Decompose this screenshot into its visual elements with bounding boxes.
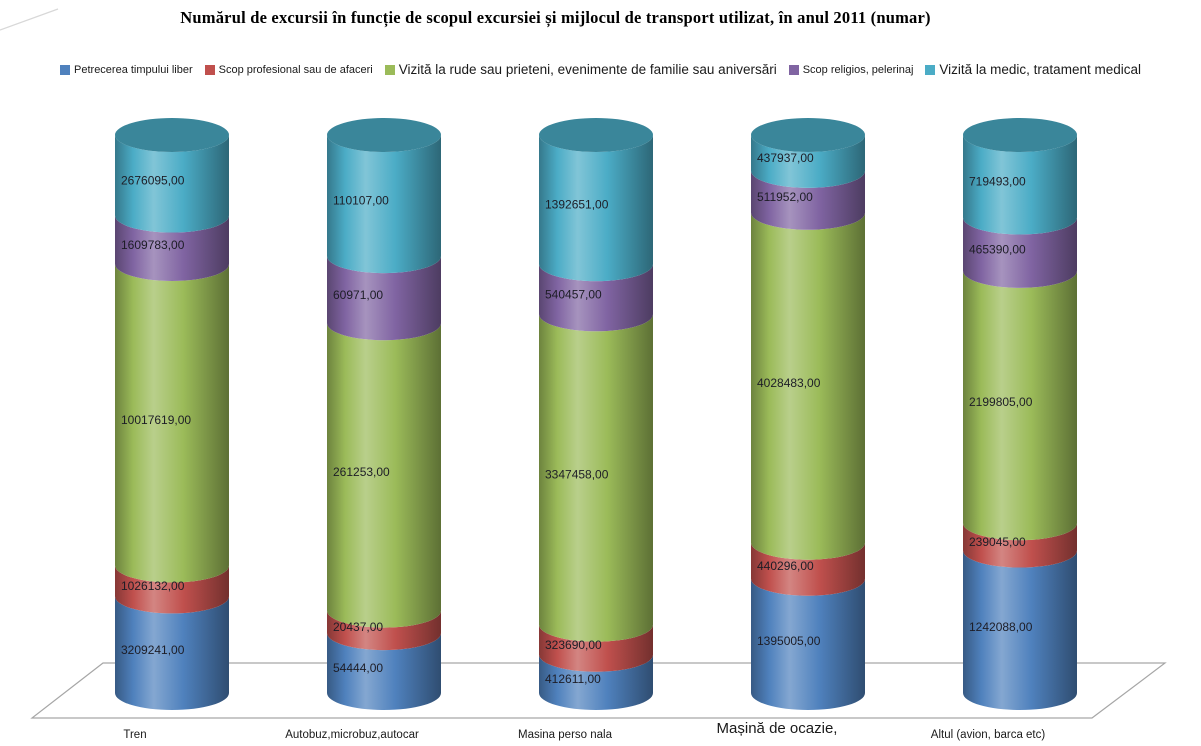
- legend-swatch-icon: [788, 64, 799, 75]
- bar-segment-2-0: [539, 654, 653, 710]
- bar-segment-0-1: [115, 565, 229, 614]
- chart-title: Numărul de excursii în funcție de scopul…: [180, 8, 931, 27]
- data-label: 511952,00: [757, 190, 813, 204]
- bar-segment-0-0: [115, 596, 229, 710]
- data-label: 1609783,00: [121, 238, 185, 252]
- cylinder-top-cap-3: [751, 118, 865, 152]
- legend-label: Scop religios, pelerinaj: [802, 63, 914, 76]
- legend-item: Scop profesional sau de afaceri: [204, 63, 373, 76]
- category-label-0: Tren: [123, 729, 147, 741]
- data-label: 1026132,00: [121, 579, 185, 593]
- bar-segment-4-0: [963, 550, 1077, 710]
- bar-segment-4-4: [963, 135, 1077, 235]
- legend-swatch-icon: [384, 64, 395, 75]
- legend-item: Vizită la rude sau prieteni, evenimente …: [384, 62, 777, 77]
- data-label: 323690,00: [545, 638, 602, 652]
- legend-item: Vizită la medic, tratament medical: [925, 62, 1141, 77]
- data-label: 60971,00: [333, 288, 383, 302]
- category-label-1: Autobuz,microbuz,autocar: [285, 729, 419, 741]
- data-label: 1392651,00: [545, 198, 609, 212]
- data-label: 719493,00: [969, 174, 1026, 188]
- data-label: 239045,00: [969, 535, 1026, 549]
- bar-segment-2-1: [539, 624, 653, 672]
- bar-segment-2-2: [539, 314, 653, 642]
- chart-legend: Petrecerea timpului liber Scop profesiona…: [0, 62, 1201, 77]
- bar-segment-4-1: [963, 523, 1077, 568]
- bar-segment-1-4: [327, 135, 441, 274]
- crop-artifact: [0, 8, 59, 31]
- data-label: 1395005,00: [757, 634, 821, 648]
- bar-segment-4-3: [963, 217, 1077, 288]
- bar-segment-2-3: [539, 264, 653, 332]
- data-label: 261253,00: [333, 465, 390, 479]
- data-label: 1242088,00: [969, 620, 1033, 634]
- bar-segment-1-3: [327, 256, 441, 341]
- category-label-3: Mașină de ocazie,: [716, 720, 838, 737]
- data-label: 412611,00: [545, 672, 601, 686]
- bar-segment-3-3: [751, 170, 865, 230]
- bar-segment-3-1: [751, 542, 865, 596]
- cylinder-top-cap-0: [115, 118, 229, 152]
- legend-label: Scop profesional sau de afaceri: [218, 63, 373, 76]
- bar-segment-4-2: [963, 270, 1077, 541]
- category-label-2: Masina perso nala: [518, 729, 612, 741]
- bar-segment-1-0: [327, 633, 441, 710]
- legend-label: Petrecerea timpului liber: [74, 63, 193, 76]
- cylinder-top-cap-2: [539, 118, 653, 152]
- bar-segment-0-4: [115, 135, 229, 233]
- bar-segment-0-2: [115, 264, 229, 583]
- bar-segment-0-3: [115, 215, 229, 282]
- category-label-4: Altul (avion, barca etc): [930, 729, 1046, 741]
- legend-swatch-icon: [60, 64, 71, 75]
- bar-segment-2-4: [539, 135, 653, 282]
- legend-label: Vizită la medic, tratament medical: [939, 62, 1141, 77]
- data-label: 465390,00: [969, 242, 1026, 256]
- legend-swatch-icon: [204, 64, 215, 75]
- cylinder-top-cap-1: [327, 118, 441, 152]
- bar-segment-3-0: [751, 578, 865, 710]
- data-label: 20437,00: [333, 620, 383, 634]
- data-label: 540457,00: [545, 287, 602, 301]
- legend-label: Vizită la rude sau prieteni, evenimente …: [398, 62, 777, 77]
- legend-swatch-icon: [925, 64, 936, 75]
- data-label: 3209241,00: [121, 643, 185, 657]
- data-label: 110107,00: [333, 194, 389, 208]
- legend-item: Petrecerea timpului liber: [60, 64, 193, 76]
- legend-item: Scop religios, pelerinaj: [788, 63, 914, 76]
- data-label: 10017619,00: [121, 413, 191, 427]
- data-label: 2199805,00: [969, 395, 1033, 409]
- data-label: 4028483,00: [757, 376, 821, 390]
- bar-segment-1-2: [327, 323, 441, 628]
- bar-segment-3-2: [751, 212, 865, 560]
- data-label: 54444,00: [333, 661, 383, 675]
- cylinder-top-cap-4: [963, 118, 1077, 152]
- data-label: 3347458,00: [545, 468, 609, 482]
- bar-segment-3-4: [751, 135, 865, 188]
- data-label: 2676095,00: [121, 173, 185, 187]
- bar-segment-1-1: [327, 610, 441, 651]
- data-label: 437937,00: [757, 151, 814, 165]
- data-label: 440296,00: [757, 559, 814, 573]
